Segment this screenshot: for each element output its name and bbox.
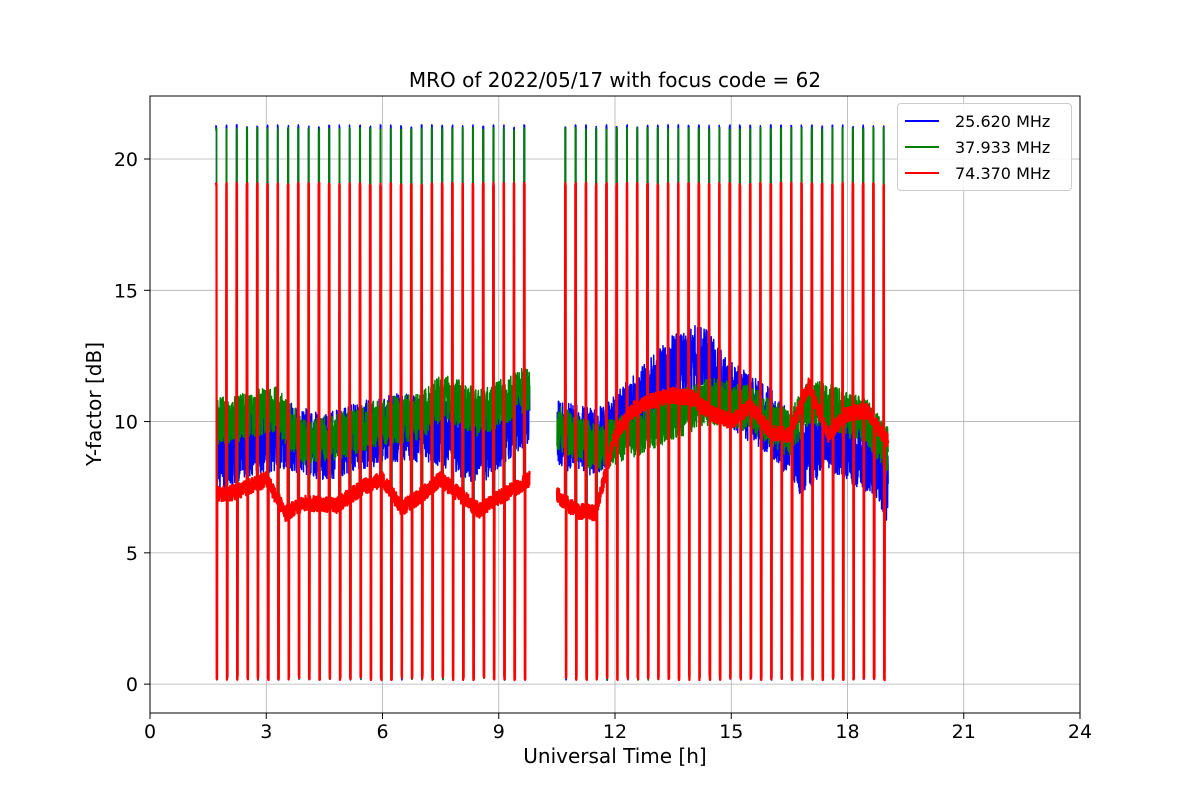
legend-swatch [905,146,939,148]
y-tick-label: 10 [114,412,138,434]
y-tick-label: 5 [126,543,138,565]
x-tick-label: 24 [1068,721,1092,743]
x-tick-label: 3 [260,721,272,743]
x-tick-label: 6 [376,721,388,743]
y-tick-label: 0 [126,674,138,696]
legend-entry: 25.620 MHz [898,108,1071,134]
legend-entry: 37.933 MHz [898,134,1071,160]
x-tick-label: 12 [603,721,627,743]
series-line [215,126,889,681]
legend: 25.620 MHz 37.933 MHz 74.370 MHz [897,103,1072,191]
y-axis-label: Y-factor [dB] [82,341,106,467]
legend-label: 74.370 MHz [955,163,1051,183]
series-layer [214,124,890,682]
series-line [214,181,890,682]
series-group [215,126,889,681]
legend-swatch [905,120,939,122]
chart-title: MRO of 2022/05/17 with focus code = 62 [408,68,822,92]
x-tick-label: 15 [719,721,743,743]
tick-layer: 0 3 6 9 12 15 18 21 24 0 5 10 15 20 [114,149,1092,743]
y-tick-label: 15 [114,280,138,302]
x-tick-label: 0 [144,721,156,743]
x-tick-label: 21 [952,721,976,743]
series-line [215,124,889,681]
legend-entry: 74.370 MHz [898,160,1071,186]
x-tick-label: 9 [493,721,505,743]
series-group [214,181,890,682]
legend-label: 25.620 MHz [955,111,1051,131]
x-tick-label: 18 [835,721,859,743]
y-tick-label: 20 [114,149,138,171]
legend-label: 37.933 MHz [955,137,1051,157]
legend-swatch [905,172,939,174]
x-axis-label: Universal Time [h] [523,744,707,768]
series-group [215,124,889,681]
